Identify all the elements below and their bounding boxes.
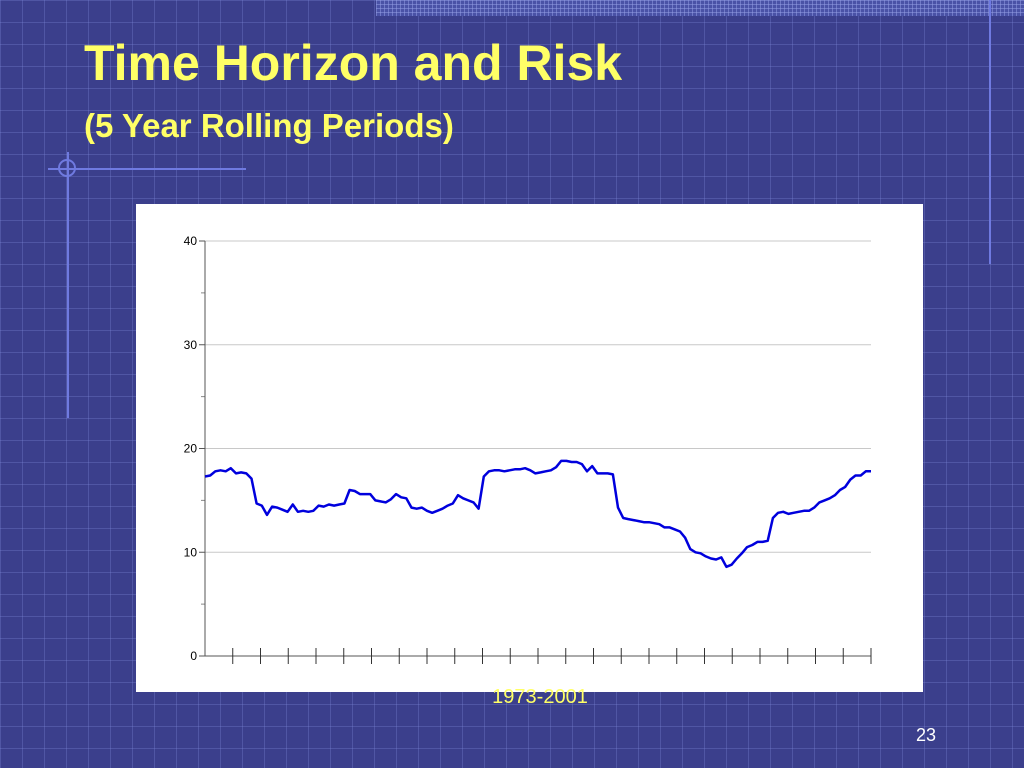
y-tick-label: 10 xyxy=(184,545,198,559)
slide-subtitle: (5 Year Rolling Periods) xyxy=(84,107,454,144)
decorative-horizontal-line xyxy=(48,168,246,170)
y-tick-label: 20 xyxy=(184,442,198,456)
top-decorative-band xyxy=(376,0,1024,16)
y-tick-label: 40 xyxy=(184,234,198,248)
y-tick-label: 30 xyxy=(184,338,198,352)
page-number: 23 xyxy=(915,725,936,745)
line-chart: 0 10 20 30 40 xyxy=(184,234,872,664)
decorative-vertical-line xyxy=(67,152,69,418)
series-line-0 xyxy=(204,459,871,569)
decorative-crosshair-circle xyxy=(58,159,76,177)
y-tick-label: 0 xyxy=(190,649,197,663)
x-axis-caption: 1973-2001 xyxy=(492,686,588,708)
decorative-right-line xyxy=(989,0,991,264)
slide-title: Time Horizon and Risk xyxy=(84,35,623,91)
chart-panel: 0 10 20 30 40 xyxy=(136,204,923,692)
